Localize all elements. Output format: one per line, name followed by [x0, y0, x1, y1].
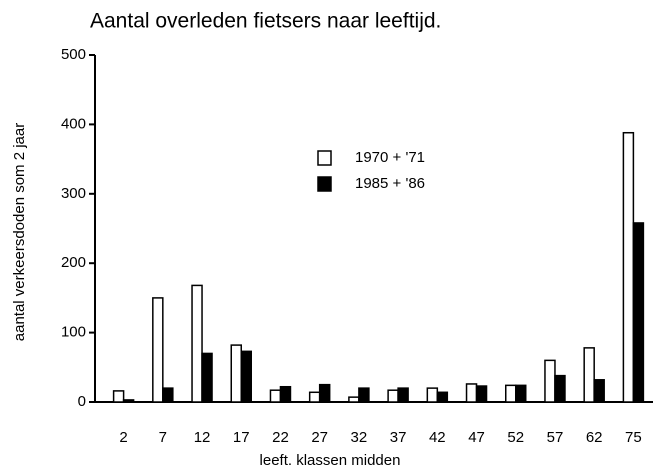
bar	[230, 344, 242, 403]
x-tick-label: 27	[311, 429, 328, 446]
bar	[152, 297, 164, 403]
legend-label: 1985 + '86	[355, 175, 425, 192]
y-tick-label: 400	[61, 115, 86, 132]
bar	[308, 391, 321, 403]
x-tick-label: 7	[159, 429, 167, 446]
bar	[397, 387, 409, 403]
bar	[358, 387, 370, 403]
bar	[122, 399, 135, 403]
x-tick-label: 62	[586, 429, 603, 446]
chart-title: Aantal overleden fietsers naar leeftijd.	[90, 10, 441, 33]
x-tick-label: 2	[119, 429, 127, 446]
x-tick-label: 75	[625, 429, 642, 446]
y-tick-label: 300	[61, 185, 86, 202]
x-tick-label: 57	[547, 429, 564, 446]
bar	[318, 383, 331, 403]
x-tick-label: 22	[272, 429, 289, 446]
bar	[632, 222, 645, 403]
x-tick-label: 32	[351, 429, 368, 446]
x-tick-label: 12	[194, 429, 211, 446]
bar	[269, 389, 282, 403]
legend-swatch	[317, 176, 332, 192]
x-tick-label: 47	[468, 429, 485, 446]
bar	[505, 384, 517, 403]
y-axis-label: aantal verkeersdoden som 2 jaar	[11, 123, 28, 341]
y-tick-label: 200	[61, 254, 86, 271]
bar	[622, 131, 635, 403]
x-axis-label: leeft. klassen midden	[260, 452, 401, 469]
bar	[201, 352, 213, 403]
bar	[279, 385, 292, 403]
bar	[191, 284, 203, 403]
bar	[544, 359, 556, 403]
bar	[465, 383, 478, 403]
bar	[240, 350, 252, 403]
bar	[348, 396, 360, 403]
bar	[426, 387, 439, 403]
x-tick-label: 42	[429, 429, 446, 446]
x-tick-label: 52	[507, 429, 524, 446]
bar	[583, 347, 595, 403]
y-tick-label: 100	[61, 324, 86, 341]
x-tick-label: 17	[233, 429, 250, 446]
bar	[593, 379, 605, 403]
legend-label: 1970 + '71	[355, 149, 425, 166]
y-tick-label: 0	[78, 393, 86, 410]
bar	[112, 390, 125, 403]
bar	[475, 385, 488, 403]
bar	[554, 374, 566, 403]
bar	[162, 387, 174, 403]
bar	[436, 391, 449, 403]
bar	[515, 384, 527, 403]
x-tick-label: 37	[390, 429, 407, 446]
y-tick-label: 500	[61, 46, 86, 63]
bar	[387, 389, 399, 403]
legend-swatch	[317, 150, 332, 166]
